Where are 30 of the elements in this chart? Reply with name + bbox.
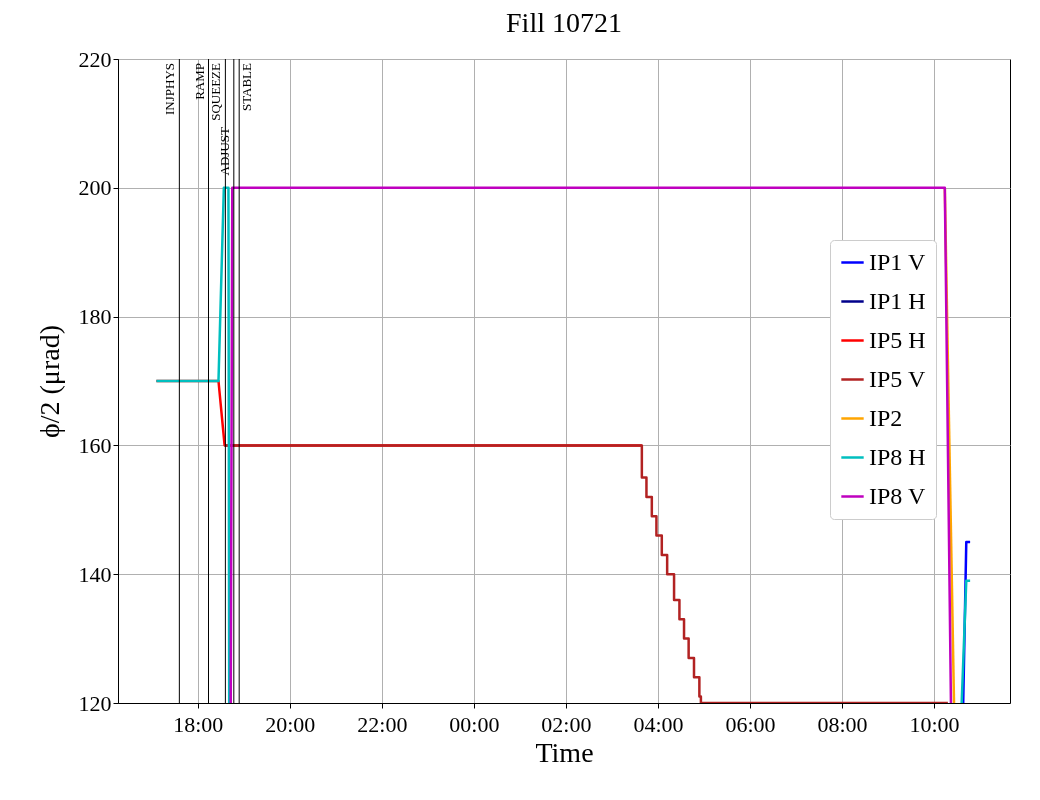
x-tick-label: 04:00 [633, 711, 684, 737]
x-tick-label: 02:00 [541, 711, 592, 737]
x-tick-label: 10:00 [909, 711, 960, 737]
legend-label: IP5 V [869, 365, 926, 392]
x-axis-title: Time [535, 736, 594, 768]
y-tick-label: 120 [78, 690, 112, 716]
chart-title: Fill 10721 [506, 7, 622, 38]
x-tick-label: 08:00 [817, 711, 868, 737]
legend-label: IP1 V [869, 248, 926, 275]
legend-label: IP1 H [869, 287, 926, 314]
y-axis-title: ϕ/2 (μrad) [33, 325, 65, 438]
ref-line-label: SQUEEZE [208, 62, 224, 121]
ref-line-label: STABLE [239, 62, 255, 112]
legend-label: IP8 V [869, 482, 926, 509]
ref-line-label: ADJUST [216, 126, 232, 176]
y-tick-label: 140 [78, 561, 112, 587]
x-tick-label: 20:00 [265, 711, 316, 737]
x-tick-label: 00:00 [449, 711, 500, 737]
y-tick-label: 180 [78, 304, 112, 330]
y-tick-label: 220 [78, 46, 112, 72]
legend-label: IP8 H [869, 443, 926, 470]
y-tick-label: 160 [78, 432, 112, 458]
y-tick-label: 200 [78, 175, 112, 201]
x-tick-label: 18:00 [173, 711, 224, 737]
ref-line-label: INJPHYS [162, 63, 178, 116]
legend-label: IP5 H [869, 326, 926, 353]
x-tick-label: 22:00 [357, 711, 408, 737]
x-tick-label: 06:00 [725, 711, 776, 737]
legend-label: IP2 [869, 404, 903, 431]
ref-line-label: RAMP [191, 63, 207, 100]
